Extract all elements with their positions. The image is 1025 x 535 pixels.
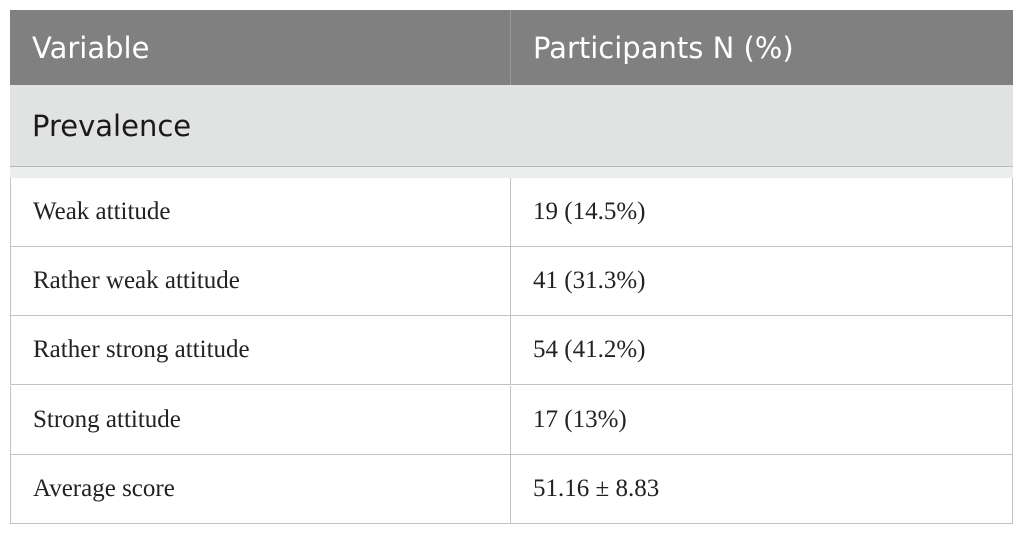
table-cell: 54 (41.2%) (511, 316, 1013, 386)
header-cell: Participants N (%) (511, 10, 1013, 85)
table-cell: Rather strong attitude (10, 316, 511, 386)
table-cell: 41 (31.3%) (511, 247, 1013, 317)
section-row: Prevalence (10, 85, 1013, 167)
table-cell: Weak attitude (10, 178, 511, 247)
header-cell: Variable (10, 10, 511, 85)
table-cell: 51.16 ± 8.83 (511, 454, 1013, 524)
table-cell: Strong attitude (10, 385, 511, 455)
table-cell: 17 (13%) (511, 385, 1013, 455)
table-cell: Rather weak attitude (10, 247, 511, 317)
table-cell: 19 (14.5%) (511, 178, 1013, 247)
separator (10, 167, 1013, 178)
table-cell: Average score (10, 454, 511, 524)
